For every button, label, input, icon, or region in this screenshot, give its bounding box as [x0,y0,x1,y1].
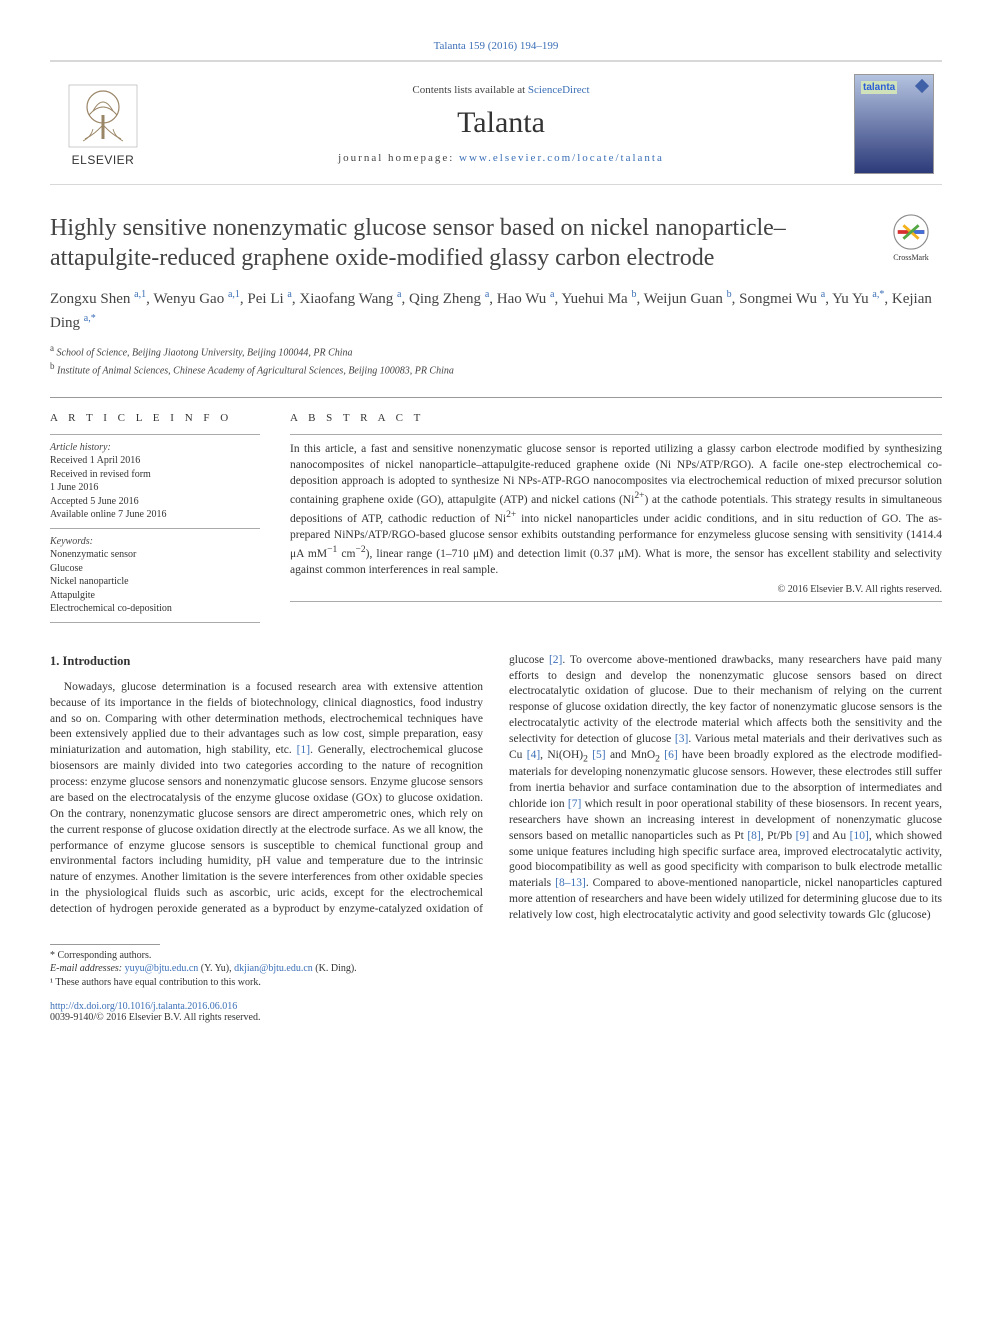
history-line: Received 1 April 2016 [50,454,260,468]
homepage-prefix: journal homepage: [338,152,459,164]
history-line: Accepted 5 June 2016 [50,495,260,509]
abstract-divider-bottom [290,601,942,602]
article-info-heading: A R T I C L E I N F O [50,412,260,424]
history-line: Available online 7 June 2016 [50,508,260,522]
elsevier-logo: ELSEVIER [58,74,148,174]
top-citation: Talanta 159 (2016) 194–199 [50,40,942,52]
ai-divider-3 [50,622,260,623]
article-title: Highly sensitive nonenzymatic glucose se… [50,213,864,273]
abstract-heading: A B S T R A C T [290,412,942,424]
email-2-who: (K. Ding). [313,963,357,974]
bottom-block: http://dx.doi.org/10.1016/j.talanta.2016… [50,1001,942,1023]
keyword: Electrochemical co-deposition [50,602,260,616]
abstract-copyright: © 2016 Elsevier B.V. All rights reserved… [290,584,942,595]
sciencedirect-link[interactable]: ScienceDirect [528,84,590,96]
doi-link[interactable]: http://dx.doi.org/10.1016/j.talanta.2016… [50,1001,237,1012]
email-2[interactable]: dkjian@bjtu.edu.cn [234,963,313,974]
article-history: Article history: Received 1 April 2016 R… [50,441,260,522]
affiliations: a School of Science, Beijing Jiaotong Un… [50,342,942,379]
contents-prefix: Contents lists available at [412,84,527,96]
keyword: Nonenzymatic sensor [50,548,260,562]
footnotes-divider [50,944,160,945]
body-columns: 1. Introduction Nowadays, glucose determ… [50,653,942,924]
cover-diamond-icon [915,79,929,93]
abstract-divider [290,434,942,435]
affiliation-b: Institute of Animal Sciences, Chinese Ac… [57,366,454,377]
email-1-who: (Y. Yu), [198,963,234,974]
article-keywords: Keywords: Nonenzymatic sensor Glucose Ni… [50,535,260,616]
keyword: Nickel nanoparticle [50,575,260,589]
issn-line: 0039-9140/© 2016 Elsevier B.V. All right… [50,1012,942,1023]
top-citation-link[interactable]: Talanta 159 (2016) 194–199 [434,40,559,52]
email-1[interactable]: yuyu@bjtu.edu.cn [125,963,199,974]
homepage-link[interactable]: www.elsevier.com/locate/talanta [459,152,664,164]
journal-header: ELSEVIER Contents lists available at Sci… [50,60,942,185]
equal-contrib-note: ¹ These authors have equal contribution … [50,976,942,990]
authors: Zongxu Shen a,1, Wenyu Gao a,1, Pei Li a… [50,287,942,334]
contents-line: Contents lists available at ScienceDirec… [168,84,834,96]
journal-cover-thumb: talanta [854,74,934,174]
abstract-text: In this article, a fast and sensitive no… [290,441,942,578]
affiliation-a: School of Science, Beijing Jiaotong Univ… [57,347,353,358]
abstract: A B S T R A C T In this article, a fast … [290,412,942,629]
journal-name: Talanta [168,106,834,140]
ai-divider-2 [50,528,260,529]
intro-paragraph: Nowadays, glucose determination is a foc… [50,653,942,924]
header-center: Contents lists available at ScienceDirec… [168,84,834,164]
elsevier-name: ELSEVIER [72,153,135,167]
corresponding-note: * Corresponding authors. [50,949,942,963]
crossmark-icon [892,213,930,251]
keyword: Attapulgite [50,589,260,603]
email-note: E-mail addresses: yuyu@bjtu.edu.cn (Y. Y… [50,962,942,976]
footnotes: * Corresponding authors. E-mail addresse… [50,944,942,990]
history-label: Article history: [50,441,260,455]
keywords-label: Keywords: [50,535,260,549]
keyword: Glucose [50,562,260,576]
homepage-line: journal homepage: www.elsevier.com/locat… [168,152,834,164]
section-heading: 1. Introduction [50,653,483,670]
ai-divider-1 [50,434,260,435]
history-line: 1 June 2016 [50,481,260,495]
divider-top [50,397,942,398]
crossmark-label: CrossMark [880,253,942,262]
elsevier-tree-icon [63,81,143,151]
article-info: A R T I C L E I N F O Article history: R… [50,412,260,629]
crossmark-badge[interactable]: CrossMark [880,213,942,262]
history-line: Received in revised form [50,468,260,482]
email-label: E-mail addresses: [50,963,125,974]
cover-talanta-label: talanta [861,81,897,94]
